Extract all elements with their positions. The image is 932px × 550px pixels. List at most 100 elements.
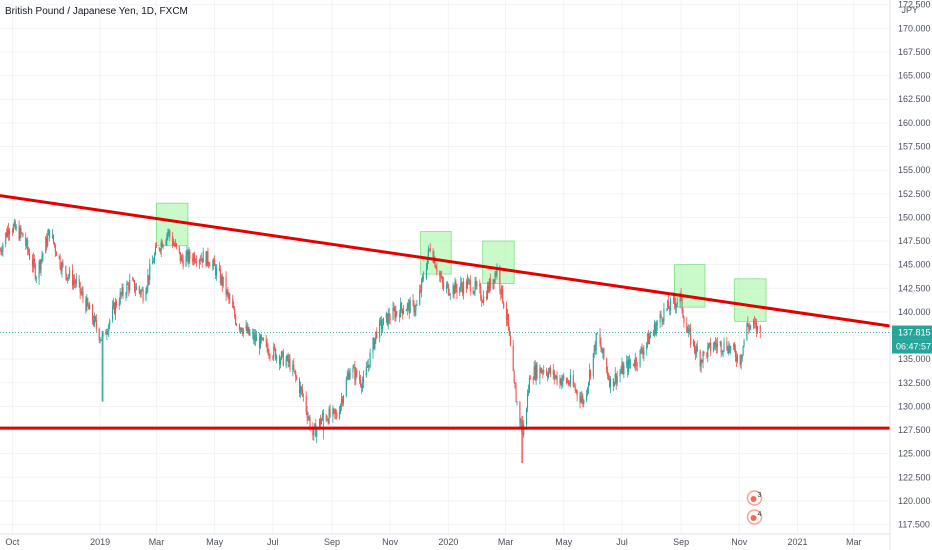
candle-body [482, 301, 484, 303]
candle [447, 283, 449, 296]
candle-body [329, 408, 331, 417]
candle-body [606, 358, 608, 370]
y-tick-label: 117.500 [898, 520, 930, 530]
event-marker-count: 4 [758, 511, 762, 518]
candle-body [159, 249, 161, 251]
candle-body [659, 314, 661, 323]
event-markers[interactable]: 34 [746, 490, 763, 525]
candle-body [125, 294, 127, 296]
candle-body [573, 385, 575, 387]
candle-body [120, 292, 122, 295]
candle [675, 303, 677, 314]
candle [601, 346, 603, 354]
candle [469, 274, 471, 296]
candle-body [361, 382, 364, 389]
event-marker[interactable]: 4 [746, 509, 763, 525]
candle-body [126, 283, 128, 295]
candle-body [289, 359, 291, 370]
candle-body [53, 242, 55, 246]
candle [749, 322, 751, 333]
candle-body [574, 386, 576, 391]
candle [294, 370, 296, 375]
candle [75, 273, 77, 288]
candle-body [541, 371, 543, 373]
candle-body [386, 313, 388, 325]
candle-body [642, 352, 644, 355]
candle [706, 352, 708, 359]
event-marker[interactable]: 3 [746, 490, 763, 506]
candle [47, 229, 49, 248]
candle-body [733, 344, 735, 347]
candle-body [679, 293, 681, 303]
candle [661, 316, 663, 328]
candle-body [408, 302, 410, 314]
candle [481, 294, 483, 307]
candle [238, 323, 240, 333]
candle-body [527, 390, 530, 394]
candle [353, 364, 355, 369]
candle [287, 352, 289, 368]
candle-body [218, 267, 220, 270]
candle-body [20, 228, 22, 234]
candle-body [547, 371, 550, 378]
x-tick-label: Mar [498, 537, 514, 547]
candle [101, 330, 103, 402]
candle [200, 252, 202, 262]
candle-body [121, 287, 123, 295]
candle-body [374, 338, 376, 349]
candle [138, 285, 140, 295]
candle [61, 260, 63, 278]
candle-body [93, 316, 95, 325]
candle [395, 305, 397, 322]
candle [476, 280, 478, 290]
candle [49, 229, 51, 242]
candle [512, 339, 514, 371]
candle [666, 308, 668, 312]
candle [612, 378, 614, 392]
candle [68, 273, 70, 281]
candle [94, 315, 96, 323]
candle [81, 286, 83, 297]
candle-body [298, 379, 301, 393]
descending-trendline[interactable] [0, 194, 891, 328]
candle-body [215, 265, 217, 276]
candle-body [576, 390, 578, 396]
candle [214, 255, 216, 266]
candle [505, 301, 508, 327]
candle-body [629, 359, 631, 365]
candle-body [446, 284, 448, 286]
candle-body [572, 375, 574, 386]
candle [175, 242, 178, 250]
candle-body [41, 256, 43, 260]
drawn-lines[interactable] [0, 194, 891, 430]
candle-body [493, 279, 495, 283]
price-axis[interactable]: JPY 117.500 120.000 122.500 125.000 127.500 1… [889, 0, 931, 550]
candle-body [327, 419, 329, 424]
candle-body [38, 261, 40, 279]
candle [272, 355, 274, 361]
time-axis[interactable]: Oct 2019 Mar May Jul Sep Nov 2020 Mar May Jul Sep No… [0, 533, 890, 547]
candle [696, 340, 698, 352]
candle-body [380, 320, 382, 322]
candle-body [207, 251, 209, 264]
y-tick-label: 122.500 [898, 472, 931, 482]
candle-body [356, 369, 358, 377]
candle [589, 369, 592, 380]
candle [108, 323, 110, 338]
candle [141, 286, 143, 292]
candle [500, 289, 502, 301]
candle [234, 305, 236, 319]
candle [48, 228, 50, 236]
candle-body [594, 344, 596, 351]
candle [275, 348, 277, 361]
candle-body [148, 275, 150, 280]
candle [453, 284, 455, 300]
candle-body [579, 395, 581, 403]
candle-body [269, 354, 271, 358]
candle [269, 353, 271, 362]
candle [22, 232, 24, 238]
candle-body [440, 275, 442, 278]
candle-body [376, 331, 378, 338]
